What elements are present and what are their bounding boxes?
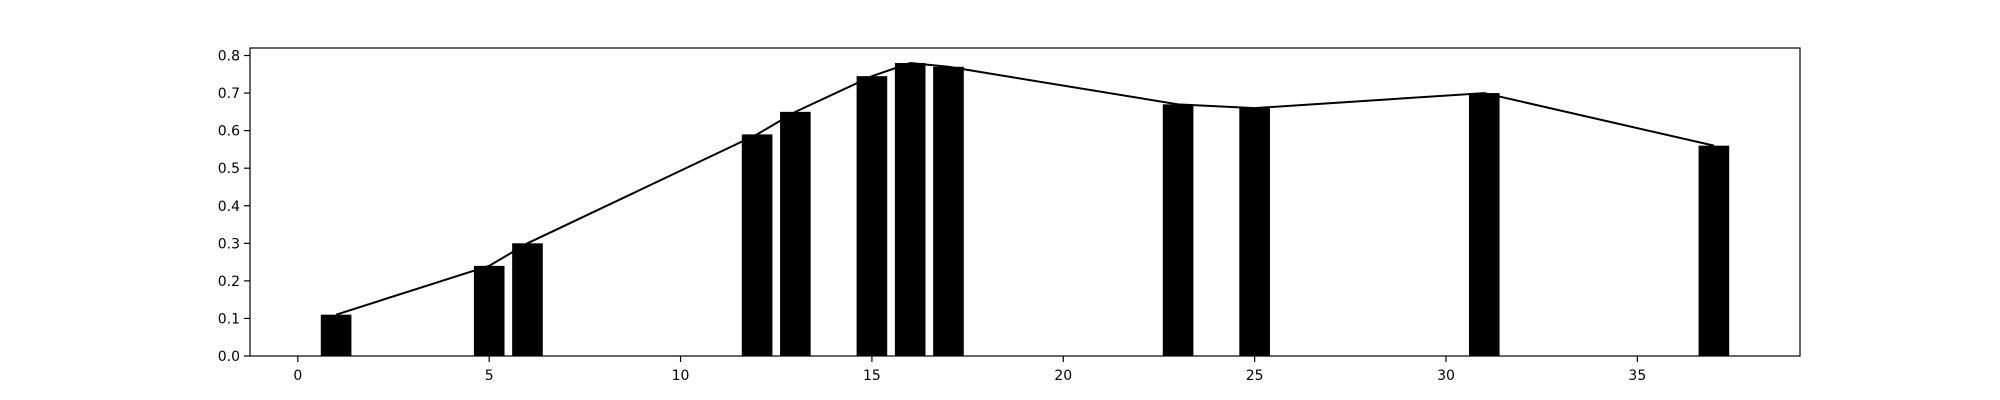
bar (933, 66, 964, 356)
x-tick-label: 35 (1628, 368, 1646, 384)
bar (894, 63, 926, 357)
bar (320, 314, 352, 356)
bar (1239, 108, 1270, 356)
y-tick-label: 0.7 (218, 86, 240, 102)
y-tick-label: 0.3 (218, 236, 240, 252)
x-tick-label: 30 (1437, 368, 1455, 384)
x-axis-ticks: 0 5 10 15 20 25 30 35 (293, 356, 1646, 384)
x-tick-label: 5 (485, 368, 494, 384)
bar (512, 243, 543, 356)
plot-frame (249, 47, 1801, 357)
bar (741, 134, 773, 356)
series-line (335, 62, 1715, 316)
x-tick-label: 15 (863, 368, 881, 384)
x-tick-label: 25 (1246, 368, 1264, 384)
bars-group (320, 63, 1730, 357)
bar (473, 265, 505, 356)
bar (1162, 104, 1194, 356)
y-tick-label: 0.5 (218, 161, 240, 177)
bar (856, 76, 888, 357)
y-tick-label: 0.8 (218, 49, 240, 65)
x-tick-label: 10 (672, 368, 690, 384)
y-axis-ticks: 0.0 0.1 0.2 0.3 0.4 0.5 0.6 0.7 0.8 (218, 49, 250, 365)
line-group (335, 62, 1715, 316)
bar (1698, 145, 1730, 356)
y-tick-label: 0.1 (218, 311, 240, 327)
x-tick-label: 0 (293, 368, 302, 384)
y-tick-label: 0.0 (218, 349, 240, 365)
bar (780, 111, 811, 356)
y-tick-label: 0.6 (218, 124, 240, 140)
bar (1468, 93, 1500, 356)
y-tick-label: 0.2 (218, 274, 240, 290)
x-tick-label: 20 (1054, 368, 1072, 384)
y-tick-label: 0.4 (218, 199, 240, 215)
